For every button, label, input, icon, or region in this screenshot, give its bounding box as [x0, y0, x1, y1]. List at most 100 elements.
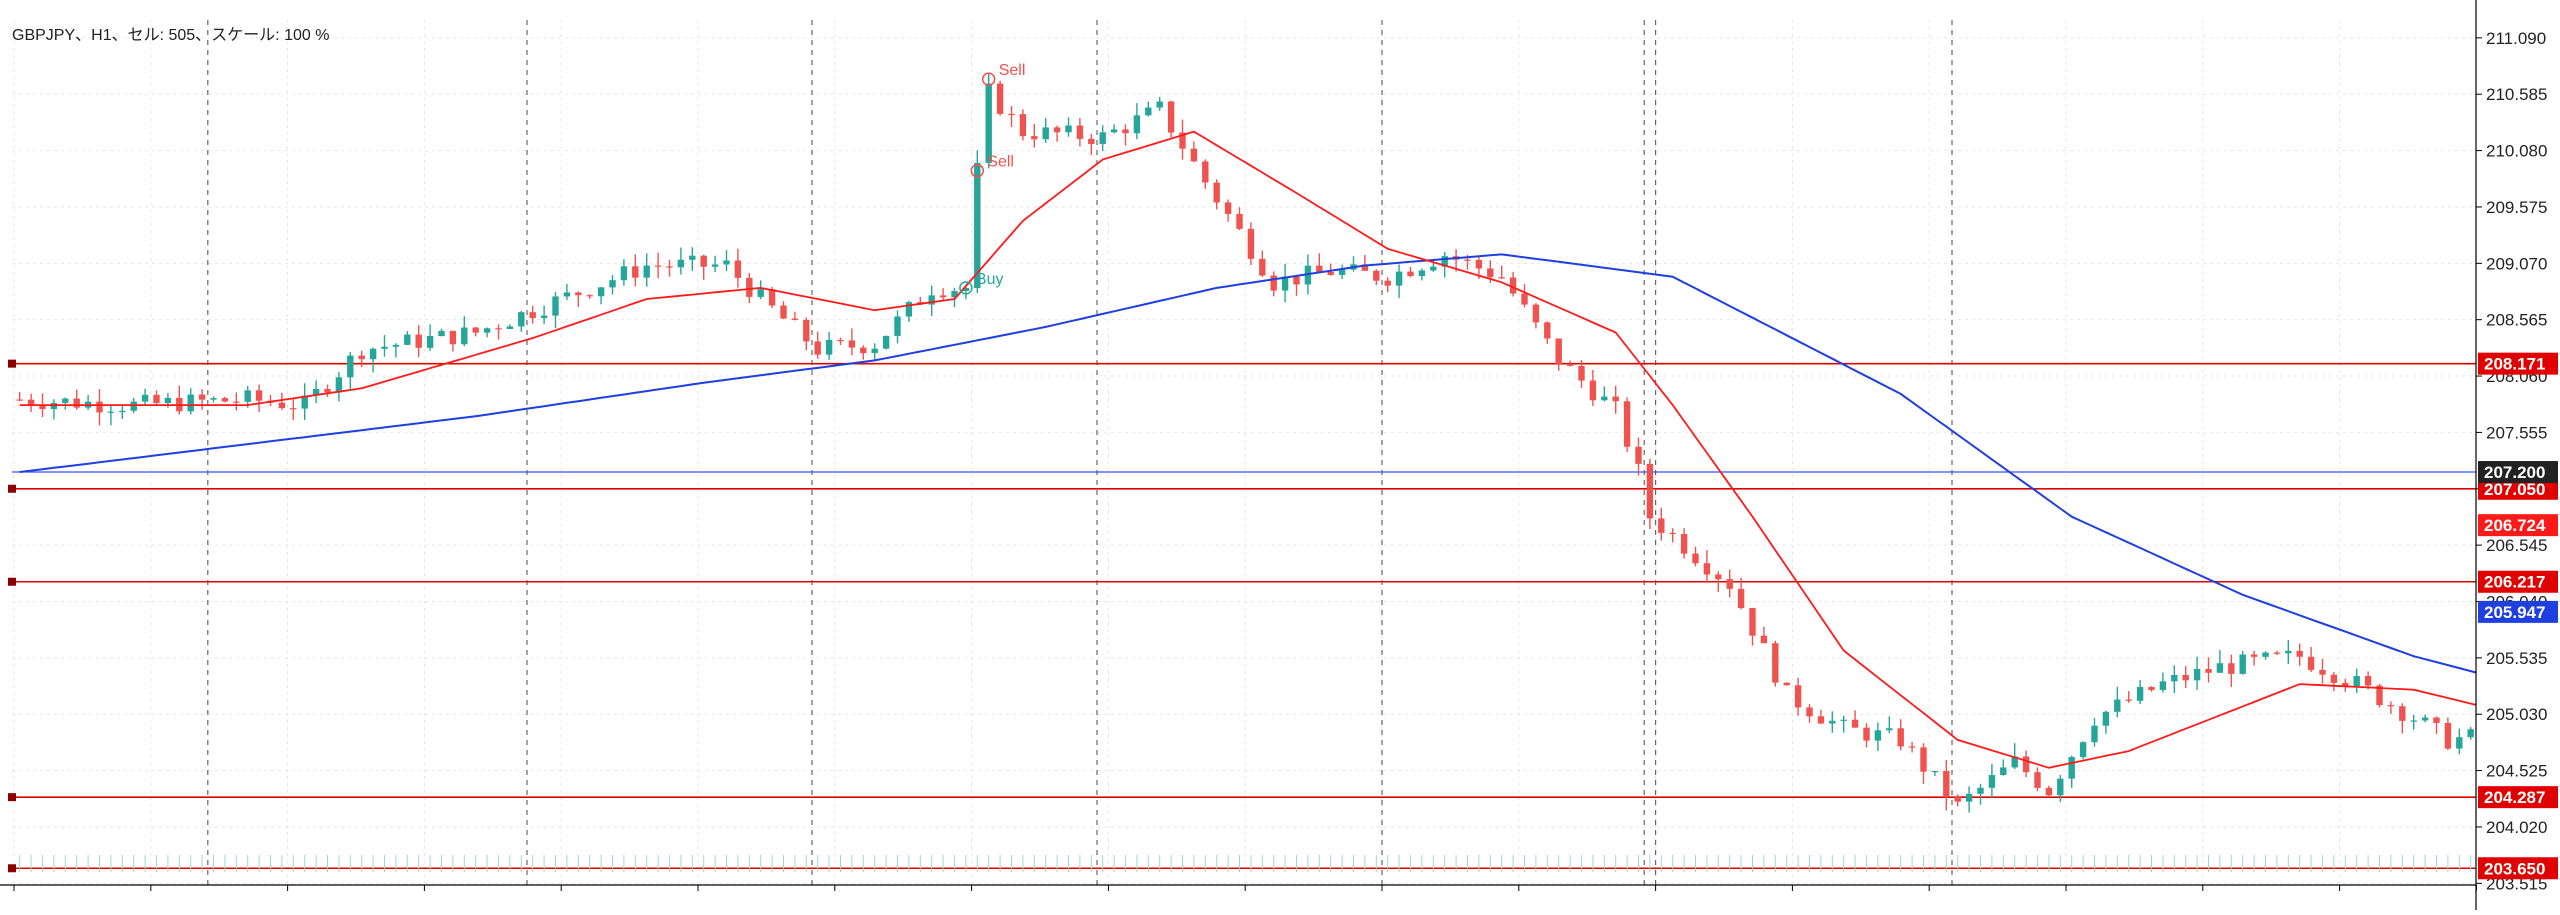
- candle: [51, 399, 57, 419]
- candle: [997, 81, 1003, 116]
- candle-body: [518, 312, 524, 326]
- candle: [119, 405, 125, 419]
- candle: [85, 395, 91, 410]
- candle: [404, 331, 410, 345]
- candle: [1362, 255, 1368, 271]
- level-price-label-text: 208.171: [2484, 355, 2545, 374]
- candle: [2445, 717, 2451, 750]
- candle-body: [1202, 161, 1208, 182]
- candle: [302, 383, 308, 420]
- candle-body: [1111, 129, 1117, 132]
- candle-body: [495, 328, 501, 329]
- candle-body: [290, 408, 296, 409]
- candle-body: [1020, 114, 1026, 136]
- candle: [1624, 397, 1630, 452]
- candle-body: [359, 356, 365, 360]
- candle-body: [2069, 757, 2075, 779]
- candle-body: [393, 345, 399, 347]
- candle: [450, 331, 456, 352]
- candle-body: [1692, 554, 1698, 564]
- level-price-label-text: 204.287: [2484, 788, 2545, 807]
- candle: [1339, 265, 1345, 279]
- candle: [849, 328, 855, 355]
- candle: [1145, 102, 1151, 117]
- candle: [1556, 339, 1562, 371]
- candle: [1202, 159, 1208, 189]
- candle-body: [1293, 277, 1299, 285]
- candle: [701, 255, 707, 280]
- candle: [609, 275, 615, 294]
- candle-body: [2456, 737, 2462, 748]
- candle-body: [2388, 705, 2394, 706]
- candle: [1179, 119, 1185, 159]
- candle: [256, 384, 262, 411]
- candle: [290, 398, 296, 420]
- candle-body: [1749, 608, 1755, 636]
- candle: [1920, 743, 1926, 784]
- candle-body: [2433, 718, 2439, 723]
- level-price-label-text: 206.217: [2484, 573, 2545, 592]
- candle: [1031, 124, 1037, 148]
- candle: [28, 394, 34, 412]
- candle: [1932, 771, 1938, 776]
- candle-body: [2445, 723, 2451, 749]
- candle: [2262, 651, 2268, 659]
- price-tick-label: 208.565: [2486, 311, 2547, 330]
- candle: [1293, 277, 1299, 296]
- candle-body: [347, 356, 353, 378]
- candle: [473, 327, 479, 337]
- candle: [2319, 659, 2325, 684]
- candle: [860, 345, 866, 359]
- candle-body: [2411, 720, 2417, 721]
- candle-body: [507, 326, 513, 329]
- candle: [1419, 269, 1425, 281]
- candle-body: [450, 331, 456, 344]
- moving-average-layer: [20, 132, 2560, 768]
- candle-body: [2160, 681, 2166, 690]
- candle-body: [837, 340, 843, 341]
- level-handle[interactable]: [8, 864, 16, 872]
- candle-body: [2251, 654, 2257, 656]
- candle: [1544, 321, 1550, 343]
- level-handle[interactable]: [8, 360, 16, 368]
- ma-price-label-text: 205.947: [2484, 603, 2545, 622]
- candle: [666, 260, 672, 277]
- candle: [2411, 715, 2417, 730]
- level-handle[interactable]: [8, 793, 16, 801]
- candle-body: [2137, 687, 2143, 701]
- candle-body: [541, 316, 547, 318]
- candle: [575, 291, 581, 307]
- session-separator-layer: [208, 20, 2560, 885]
- candle-body: [1932, 771, 1938, 772]
- candle: [2160, 673, 2166, 693]
- candle-body: [1521, 294, 1527, 305]
- candle-body: [2148, 687, 2154, 690]
- candle: [1761, 627, 1767, 643]
- candle-body: [1841, 720, 1847, 721]
- candle: [1795, 678, 1801, 716]
- candle-body: [1385, 281, 1391, 286]
- candle: [2468, 727, 2474, 740]
- candle: [188, 388, 194, 414]
- level-handle[interactable]: [8, 578, 16, 586]
- candle-body: [62, 399, 68, 403]
- candle-body: [815, 341, 821, 354]
- candle: [678, 248, 684, 275]
- candle: [1989, 764, 1995, 798]
- candle-body: [1544, 322, 1550, 338]
- level-handle[interactable]: [8, 485, 16, 493]
- candle: [530, 306, 536, 324]
- candle-body: [872, 349, 878, 353]
- candle: [803, 317, 809, 350]
- candle: [1499, 266, 1505, 279]
- candle-body: [644, 266, 650, 278]
- candle-body: [108, 412, 114, 413]
- candle-body: [2228, 663, 2234, 674]
- candle: [1635, 438, 1641, 476]
- ma-slow-line: [20, 254, 2560, 717]
- candle-body: [2046, 788, 2052, 795]
- candle-body: [2297, 651, 2303, 657]
- price-tick-label: 205.030: [2486, 705, 2547, 724]
